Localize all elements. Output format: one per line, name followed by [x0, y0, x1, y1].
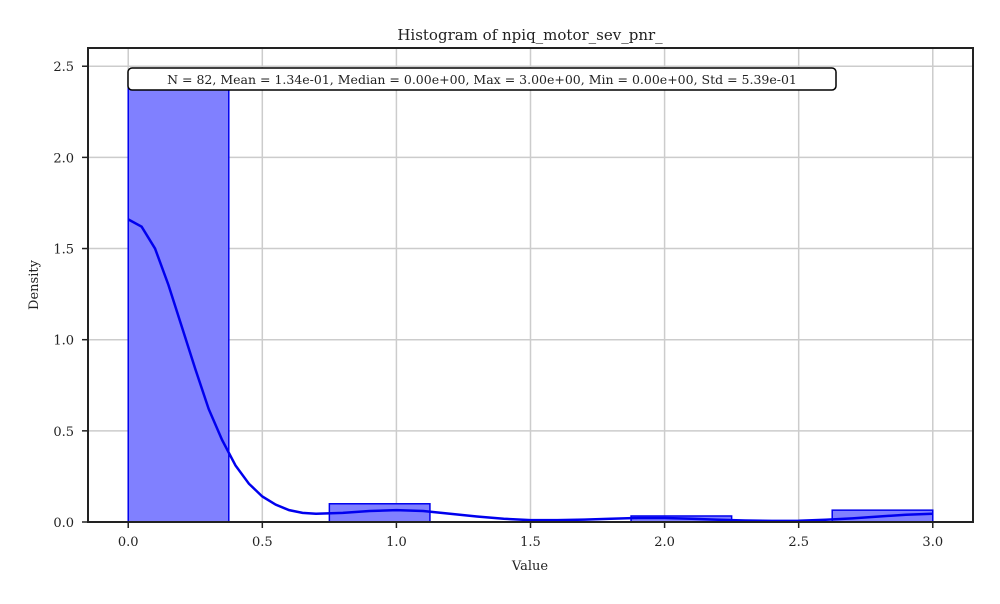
- x-tick-label-0: 0.0: [118, 535, 139, 550]
- y-tick-label-3: 1.5: [53, 243, 74, 258]
- x-tick-label-2: 1.0: [386, 535, 407, 550]
- kde-curve: [127, 218, 933, 523]
- y-tick-label-1: 0.5: [53, 425, 74, 440]
- histogram-bars: [127, 76, 934, 523]
- stats-annotation: N = 82, Mean = 1.34e-01, Median = 0.00e+…: [127, 67, 837, 91]
- stats-annotation-text: N = 82, Mean = 1.34e-01, Median = 0.00e+…: [167, 72, 797, 87]
- x-axis-ticks: 0.0 0.5 1.0 1.5 2.0 2.5 3.0: [118, 522, 943, 550]
- x-tick-label-4: 2.0: [654, 535, 675, 550]
- x-tick-label-6: 3.0: [922, 535, 943, 550]
- x-tick-label-1: 0.5: [252, 535, 273, 550]
- y-tick-label-2: 1.0: [53, 334, 74, 349]
- x-tick-label-3: 1.5: [520, 535, 541, 550]
- histogram-bar-0: [127, 76, 230, 523]
- x-axis-label: Value: [511, 559, 548, 574]
- chart-title: Histogram of npiq_motor_sev_pnr_: [397, 26, 663, 44]
- y-tick-label-0: 0.0: [53, 516, 74, 531]
- y-axis-label: Density: [27, 259, 42, 310]
- y-axis-ticks: 0.0 0.5 1.0 1.5 2.0 2.5: [53, 60, 88, 531]
- stats-annotation-box: [127, 67, 837, 91]
- grid-lines: [88, 48, 973, 523]
- y-tick-label-4: 2.0: [53, 151, 74, 166]
- y-tick-label-5: 2.5: [53, 60, 74, 75]
- x-tick-label-5: 2.5: [788, 535, 809, 550]
